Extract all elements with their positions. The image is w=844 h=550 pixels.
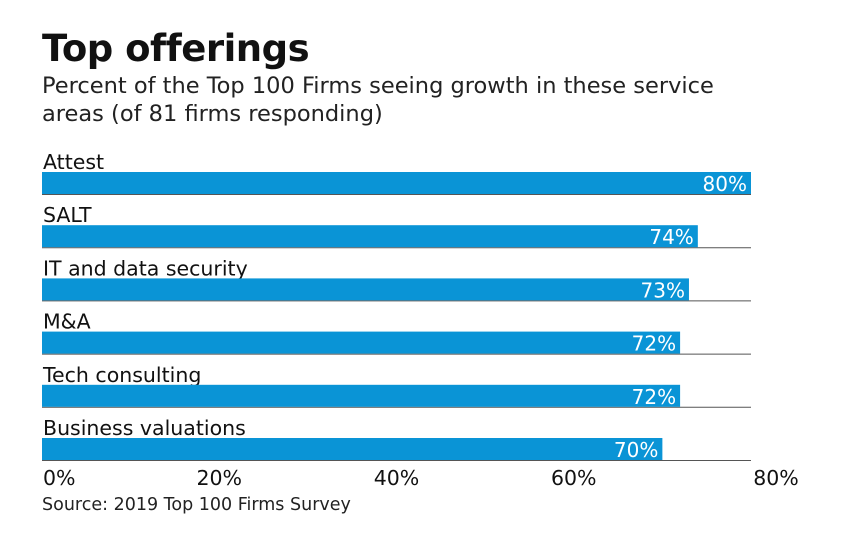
chart-subtitle: Percent of the Top 100 Firms seeing grow… [42, 73, 714, 127]
category-label: SALT [43, 203, 92, 227]
x-tick-label: 20% [196, 466, 242, 490]
bar-value-label: 74% [649, 225, 693, 249]
chart-title: Top offerings [42, 27, 310, 70]
x-tick-label: 80% [753, 466, 799, 490]
bar [42, 278, 689, 301]
bar [42, 438, 663, 460]
category-label: Business valuations [43, 416, 246, 440]
bar [42, 225, 698, 248]
x-tick-label: 0% [43, 466, 76, 490]
category-label: Tech consulting [42, 363, 201, 387]
bar-value-label: 72% [632, 385, 676, 409]
bar [42, 384, 681, 407]
x-tick-label: 60% [551, 466, 597, 490]
category-label: Attest [43, 150, 104, 174]
bar [42, 172, 751, 194]
bar-value-label: 73% [641, 278, 685, 302]
category-label: M&A [43, 310, 91, 334]
category-label: IT and data security [43, 256, 248, 280]
x-tick-label: 40% [374, 466, 420, 490]
source-note: Source: 2019 Top 100 Firms Survey [42, 495, 351, 515]
bar-value-label: 70% [614, 438, 658, 462]
bar-value-label: 80% [703, 172, 747, 196]
bar-value-label: 72% [632, 332, 676, 356]
bar [42, 331, 681, 354]
